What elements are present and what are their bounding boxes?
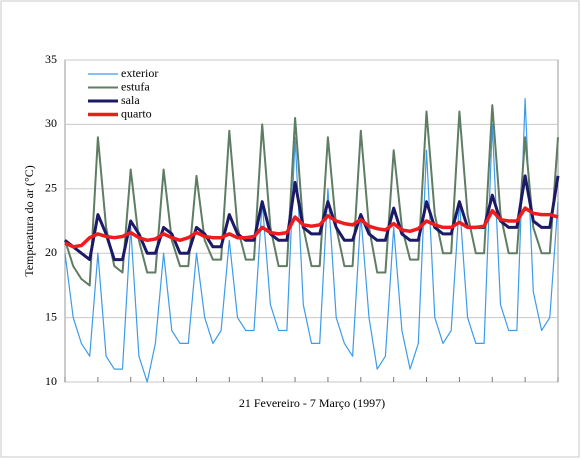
legend-label: quarto: [121, 106, 152, 120]
series-line: [64, 206, 559, 249]
y-tick-label: 10: [45, 374, 57, 388]
plot-area: [64, 59, 559, 383]
series-line: [64, 98, 559, 383]
legend-label: exterior: [121, 66, 158, 80]
y-tick-label: 15: [45, 309, 57, 323]
x-axis-label: 21 Fevereiro - 7 Março (1997): [239, 396, 385, 410]
series-line: [64, 104, 559, 287]
y-axis-label: Temperatura do ar (°C): [22, 165, 36, 277]
legend-label: sala: [121, 93, 140, 107]
y-tick-label: 30: [45, 116, 57, 130]
y-tick-label: 25: [45, 181, 57, 195]
y-tick-label: 20: [45, 245, 57, 259]
y-tick-label: 35: [45, 52, 57, 66]
legend-label: estufa: [121, 79, 150, 93]
